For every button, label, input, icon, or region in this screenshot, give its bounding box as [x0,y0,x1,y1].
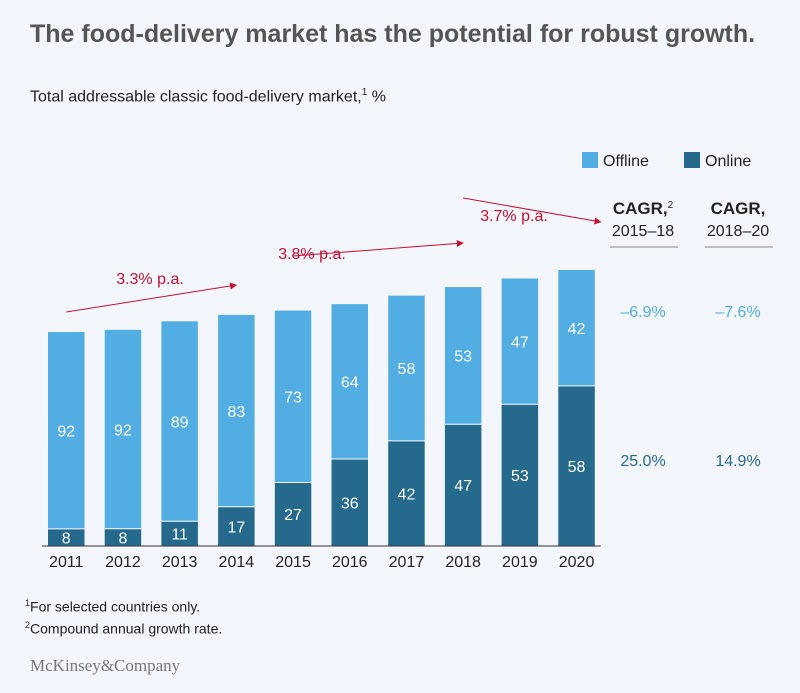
label-offline-2018: 53 [454,349,472,366]
subtitle-unit: % [371,88,386,106]
cagr-offline-1: –6.9% [620,304,665,321]
bar-online-2020 [558,385,595,546]
x-tick-2020: 2020 [559,554,595,571]
legend: Offline Online [582,152,751,170]
x-tick-2018: 2018 [445,554,481,571]
cagr-offline-2: –7.6% [715,304,760,321]
growth-label-1: 3.3% p.a. [116,271,184,288]
bar-offline-2017 [388,295,425,441]
cagr-header-1: CAGR,2 [613,199,674,218]
label-online-2020: 58 [568,459,586,476]
footnote-1: 1For selected countries only. [25,598,200,615]
growth-label-2: 3.8% p.a. [278,246,346,263]
label-online-2018: 47 [454,478,472,495]
growth-annotations: 3.3% p.a. 3.8% p.a. 3.7% p.a. [66,197,602,313]
bars: 92 8 2011 92 8 2012 89 11 2013 83 17 2014 73 27 2015 64… [42,269,601,571]
x-tick-2015: 2015 [275,554,311,571]
growth-arrow-1 [66,282,238,313]
label-offline-2014: 83 [227,404,245,421]
label-offline-2011: 92 [57,423,75,440]
growth-arrow-2 [293,239,464,257]
mckinsey-logo: McKinsey&Company [30,656,181,675]
footnote-1-mark: 1 [25,598,31,608]
growth-arrow-3 [463,197,602,225]
cagr-period-2: 2018–20 [707,223,769,240]
bar-offline-2016 [331,304,368,459]
label-offline-2013: 89 [171,414,189,431]
label-online-2014: 17 [227,519,245,536]
bar-offline-2011 [48,332,85,529]
x-tick-2013: 2013 [162,554,198,571]
bar-offline-2018 [444,287,482,425]
label-offline-2017: 58 [398,361,416,378]
footnote-1-text: For selected countries only. [30,598,201,615]
footnote-2-mark: 2 [25,620,31,630]
label-offline-2019: 47 [511,334,529,351]
bar-offline-2012 [104,329,142,529]
x-tick-2016: 2016 [332,554,368,571]
growth-label-3: 3.7% p.a. [480,208,548,225]
legend-swatch-online [684,152,700,168]
bar-online-2018 [444,424,482,546]
bar-online-2014 [218,506,255,546]
footnote-2: 2Compound annual growth rate. [25,620,222,637]
cagr-online-1: 25.0% [620,453,665,470]
cagr-table: CAGR,2 2015–18 –6.9% 25.0% CAGR, 2018–20 –7.6%… [610,199,773,470]
bar-online-2019 [501,404,539,546]
x-tick-2019: 2019 [502,554,538,571]
cagr-period-1: 2015–18 [612,223,674,240]
bar-online-2015 [274,482,312,546]
chart-title: The food-delivery market has the potenti… [30,20,756,48]
bar-online-2016 [331,458,368,546]
legend-label-offline: Offline [603,153,649,170]
label-offline-2020: 42 [568,321,586,338]
legend-swatch-offline [582,152,598,168]
bar-offline-2015 [274,310,312,483]
label-online-2011: 8 [62,530,71,547]
x-tick-2011: 2011 [49,554,84,571]
label-offline-2012: 92 [114,422,132,439]
subtitle-footnote-mark: 1 [361,87,368,98]
label-offline-2015: 73 [284,390,302,407]
cagr-header-2: CAGR, [711,199,766,218]
label-online-2016: 36 [341,495,359,512]
label-offline-2016: 64 [341,375,359,392]
label-online-2017: 42 [398,486,416,503]
chart-subtitle: Total addressable classic food-delivery … [30,87,386,106]
x-tick-2012: 2012 [105,554,141,571]
bar-offline-2014 [218,314,255,507]
footnote-2-text: Compound annual growth rate. [30,620,223,637]
bar-offline-2013 [161,321,198,522]
x-tick-2014: 2014 [219,554,255,571]
bar-online-2013 [161,521,198,546]
cagr-online-2: 14.9% [715,453,760,470]
label-online-2012: 8 [118,530,127,547]
bar-online-2011 [48,528,85,546]
stacked-bar-chart: Offline Online 3.3% p.a. 3.8% p.a. 3.7% p.a… [42,152,773,571]
label-online-2015: 27 [284,507,302,524]
bar-online-2017 [388,440,425,546]
bar-online-2012 [104,528,142,546]
x-tick-2017: 2017 [389,554,425,571]
legend-label-online: Online [705,153,751,170]
subtitle-text: Total addressable classic food-delivery … [30,88,362,106]
label-online-2019: 53 [511,468,529,485]
bar-offline-2019 [501,278,539,405]
bar-offline-2020 [558,269,595,386]
label-online-2013: 11 [171,527,188,544]
